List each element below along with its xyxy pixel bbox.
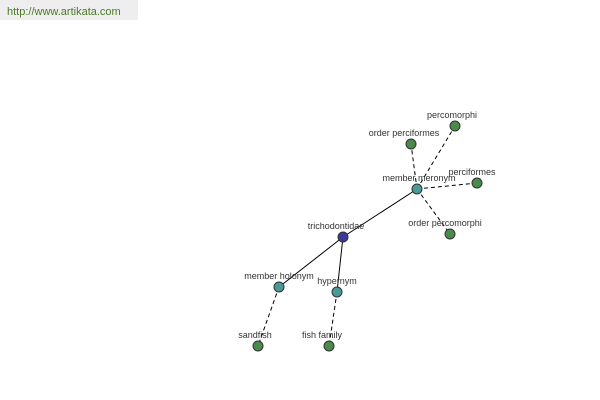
url[interactable]: http://www.artikata.com: [7, 6, 121, 18]
node-label[interactable]: percomorphi: [427, 110, 477, 120]
node[interactable]: [444, 228, 456, 240]
node-label[interactable]: hypernym: [317, 276, 357, 286]
node-label[interactable]: order percomorphi: [408, 218, 482, 228]
node[interactable]: [323, 340, 335, 352]
node[interactable]: [337, 231, 349, 243]
edge: [278, 236, 344, 288]
edge: [410, 143, 418, 190]
node-label[interactable]: perciformes: [448, 167, 496, 177]
node[interactable]: [405, 138, 417, 150]
node-label[interactable]: trichodontidae: [308, 221, 365, 231]
node[interactable]: [252, 340, 264, 352]
node[interactable]: [273, 281, 285, 293]
node-label[interactable]: member meronym: [382, 173, 455, 183]
edge: [416, 188, 451, 235]
node-label[interactable]: member holonym: [244, 271, 314, 281]
node-label[interactable]: sandfish: [238, 330, 272, 340]
edge: [257, 286, 280, 347]
node[interactable]: [331, 286, 343, 298]
url-box: [0, 0, 138, 20]
node-label[interactable]: fish family: [302, 330, 343, 340]
edge: [416, 125, 456, 190]
node[interactable]: [449, 120, 461, 132]
edge: [328, 291, 338, 347]
edge: [416, 182, 478, 190]
node[interactable]: [411, 183, 423, 195]
edge: [336, 236, 344, 293]
edge: [342, 188, 418, 238]
node-label[interactable]: order perciformes: [369, 128, 440, 138]
node[interactable]: [471, 177, 483, 189]
